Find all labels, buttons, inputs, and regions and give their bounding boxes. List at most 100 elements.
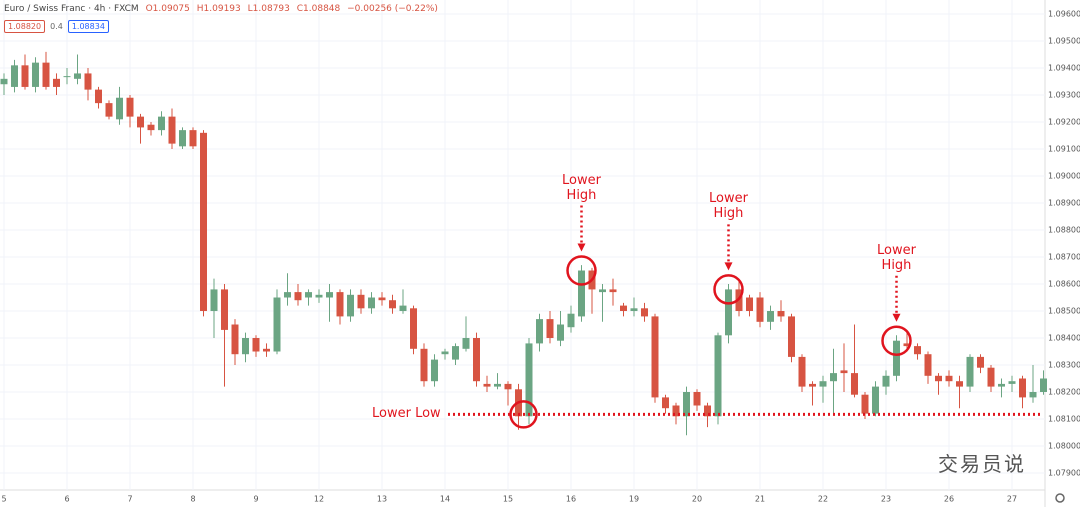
y-tick-label: 1.09300	[1048, 91, 1080, 100]
y-tick-label: 1.08100	[1048, 414, 1080, 423]
candle-body	[11, 65, 18, 87]
candle-body	[242, 338, 249, 355]
candle-body	[200, 132, 207, 312]
candle-body	[609, 289, 617, 293]
symbol: Euro / Swiss Franc · 4h · FXCM	[4, 4, 139, 14]
candle-body	[63, 76, 71, 78]
highlight-circle	[566, 255, 597, 286]
spread: 0.4	[50, 22, 63, 31]
y-tick-label: 1.08700	[1048, 253, 1080, 262]
candle-body	[368, 297, 375, 309]
candle-body	[347, 294, 354, 317]
ohlc-low: L1.08793	[247, 4, 290, 14]
candle-body	[462, 338, 470, 349]
candle-body	[420, 348, 428, 382]
y-tick-label: 1.09500	[1048, 37, 1080, 46]
candle-body	[557, 324, 564, 341]
candle-body	[693, 392, 701, 406]
y-tick-label: 1.08900	[1048, 199, 1080, 208]
x-tick-label: 8	[190, 495, 195, 504]
arrow-head	[724, 262, 733, 271]
x-tick-label: 5	[1, 495, 6, 504]
ohlc-close: C1.08848	[296, 4, 341, 14]
y-tick-label: 1.08500	[1048, 307, 1080, 316]
candle-body	[945, 375, 953, 382]
candle-body	[21, 65, 29, 87]
candle-body	[567, 313, 575, 328]
highlight-circle	[713, 274, 744, 305]
y-tick-label: 1.08000	[1048, 441, 1080, 450]
annotation-label: Lower High	[562, 172, 601, 203]
candle-body	[452, 346, 459, 360]
candle-body	[546, 319, 554, 339]
candle-body	[830, 373, 837, 382]
candle-body	[861, 394, 869, 414]
candle-body	[1029, 392, 1037, 398]
candle-body	[441, 351, 449, 355]
candle-body	[599, 289, 606, 293]
y-tick-label: 1.08200	[1048, 388, 1080, 397]
candle-body	[956, 381, 963, 387]
annotation-label: Lower High	[709, 191, 748, 222]
candle-body	[903, 343, 911, 347]
candle-body	[284, 292, 291, 298]
candle-body	[158, 116, 165, 131]
candle-body	[168, 116, 176, 144]
candle-body	[116, 97, 123, 120]
x-tick-label: 23	[881, 495, 891, 504]
annotation-label: Lower Low	[372, 406, 441, 422]
candle-body	[179, 130, 186, 147]
candle-body	[725, 289, 732, 336]
candle-body	[882, 375, 890, 387]
candle-body	[746, 297, 753, 312]
candle-body	[53, 78, 60, 87]
candle-body	[326, 292, 333, 298]
buy-price[interactable]: 1.08834	[67, 20, 109, 33]
x-tick-label: 6	[64, 495, 69, 504]
candle-body	[504, 383, 512, 390]
candle-body	[714, 335, 722, 417]
candle-body	[410, 308, 417, 349]
annotation-label: Lower High	[877, 242, 916, 273]
candle-body	[872, 386, 879, 414]
candle-body	[494, 383, 501, 387]
candle-body	[473, 338, 480, 382]
sell-price[interactable]: 1.08820	[4, 20, 46, 33]
candle-body	[231, 324, 239, 355]
candle-body	[105, 103, 113, 117]
x-tick-label: 13	[377, 495, 387, 504]
ohlc-high: H1.09193	[196, 4, 241, 14]
candle-body	[389, 300, 396, 309]
y-tick-label: 1.09000	[1048, 172, 1080, 181]
candle-body	[987, 367, 995, 387]
x-tick-label: 7	[127, 495, 132, 504]
candle-body	[840, 370, 848, 374]
x-tick-label: 14	[440, 495, 450, 504]
y-tick-label: 1.08800	[1048, 226, 1080, 235]
y-tick-label: 1.09600	[1048, 10, 1080, 19]
candle-body	[704, 405, 711, 417]
candle-body	[777, 311, 785, 317]
x-tick-label: 26	[944, 495, 954, 504]
candle-body	[935, 375, 942, 382]
y-tick-label: 1.07900	[1048, 468, 1080, 477]
y-tick-label: 1.08400	[1048, 334, 1080, 343]
candle-body	[399, 305, 407, 312]
x-tick-label: 9	[253, 495, 258, 504]
candle-body	[137, 116, 144, 128]
candle-body	[210, 289, 218, 312]
settings-icon	[1055, 493, 1065, 503]
candle-body	[620, 305, 627, 312]
candle-body	[767, 311, 774, 322]
candle-body	[651, 316, 659, 398]
x-tick-label: 20	[692, 495, 702, 504]
candle-body	[336, 292, 344, 317]
x-tick-label: 12	[314, 495, 324, 504]
candle-body	[851, 373, 858, 395]
candle-body	[893, 340, 900, 376]
candle-body	[147, 124, 155, 131]
candle-body	[1019, 378, 1026, 398]
x-tick-label: 22	[818, 495, 828, 504]
